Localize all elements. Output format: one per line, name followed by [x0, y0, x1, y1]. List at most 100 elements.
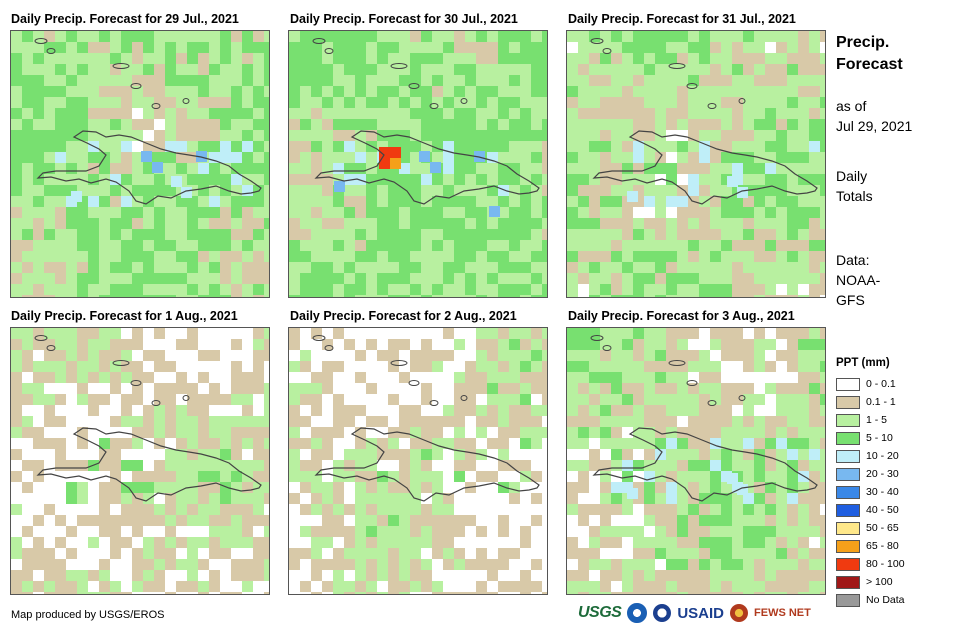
raster-cell [710, 229, 721, 240]
raster-cell [110, 537, 121, 548]
raster-cell [622, 174, 633, 185]
raster-cell [732, 350, 743, 361]
raster-cell [300, 240, 311, 251]
raster-cell [699, 526, 710, 537]
raster-cell [798, 548, 809, 559]
raster-cell [776, 482, 787, 493]
raster-cell [187, 570, 198, 581]
raster-cell [509, 394, 520, 405]
raster-cell [531, 581, 542, 592]
raster-cell [187, 262, 198, 273]
raster-cell [253, 163, 264, 174]
raster-cell [88, 559, 99, 570]
raster-cell [578, 361, 589, 372]
raster-cell [622, 416, 633, 427]
raster-cell [300, 163, 311, 174]
raster-cell [465, 471, 476, 482]
raster-cell [487, 427, 498, 438]
raster-cell [55, 185, 66, 196]
raster-cell [567, 31, 578, 42]
raster-cell [567, 64, 578, 75]
raster-cell [333, 405, 344, 416]
raster-cell [264, 405, 269, 416]
raster-cell [531, 185, 542, 196]
raster-cell [410, 416, 421, 427]
raster-cell [567, 196, 578, 207]
raster-cell [311, 482, 322, 493]
raster-cell [187, 559, 198, 570]
raster-cell [66, 504, 77, 515]
raster-cell [476, 559, 487, 570]
raster-cell [754, 42, 765, 53]
raster-cell [176, 229, 187, 240]
raster-cell [809, 548, 820, 559]
raster-cell [333, 581, 344, 592]
raster-cell [765, 53, 776, 64]
raster-cell [289, 53, 300, 64]
raster-cell [754, 163, 765, 174]
raster-cell [44, 196, 55, 207]
raster-cell [677, 196, 688, 207]
raster-cell [366, 240, 377, 251]
raster-cell [699, 240, 710, 251]
raster-cell [333, 75, 344, 86]
raster-cell [542, 493, 547, 504]
raster-cell [300, 152, 311, 163]
raster-cell [220, 526, 231, 537]
raster-cell [699, 559, 710, 570]
raster-cell [710, 482, 721, 493]
raster-cell [22, 449, 33, 460]
raster-cell [300, 350, 311, 361]
raster-cell [677, 53, 688, 64]
raster-cell [644, 130, 655, 141]
raster-cell [476, 372, 487, 383]
raster-cell [567, 460, 578, 471]
raster-cell [154, 75, 165, 86]
raster-cell [633, 460, 644, 471]
raster-cell [710, 350, 721, 361]
raster-cell [809, 229, 820, 240]
raster-cell [231, 53, 242, 64]
raster-cell [809, 97, 820, 108]
raster-cell [322, 570, 333, 581]
raster-cell [311, 570, 322, 581]
raster-cell [688, 537, 699, 548]
raster-cell [688, 361, 699, 372]
raster-cell [542, 548, 547, 559]
raster-cell [209, 119, 220, 130]
raster-cell [289, 174, 300, 185]
raster-cell [765, 152, 776, 163]
raster-cell [776, 75, 787, 86]
raster-cell [33, 460, 44, 471]
raster-cell [454, 559, 465, 570]
raster-cell [220, 471, 231, 482]
raster-cell [820, 119, 825, 130]
raster-cell [644, 526, 655, 537]
raster-cell [231, 251, 242, 262]
raster-cell [176, 548, 187, 559]
raster-cell [666, 262, 677, 273]
raster-cell [520, 119, 531, 130]
raster-cell [110, 361, 121, 372]
raster-cell [721, 394, 732, 405]
raster-cell [655, 284, 666, 295]
raster-cell-highlight [334, 181, 345, 192]
raster-cell [509, 405, 520, 416]
raster-cell [220, 416, 231, 427]
raster-cell [289, 218, 300, 229]
raster-cell [644, 240, 655, 251]
raster-cell [176, 75, 187, 86]
raster-cell [600, 251, 611, 262]
raster-cell [743, 339, 754, 350]
raster-cell [509, 86, 520, 97]
legend-swatch [836, 431, 860, 445]
raster-cell [666, 64, 677, 75]
raster-cell [300, 416, 311, 427]
raster-cell [498, 31, 509, 42]
raster-cell [765, 339, 776, 350]
raster-cell [187, 284, 198, 295]
raster-cell [322, 449, 333, 460]
raster-cell [264, 350, 269, 361]
raster-cell [44, 119, 55, 130]
raster-cell [542, 504, 547, 515]
